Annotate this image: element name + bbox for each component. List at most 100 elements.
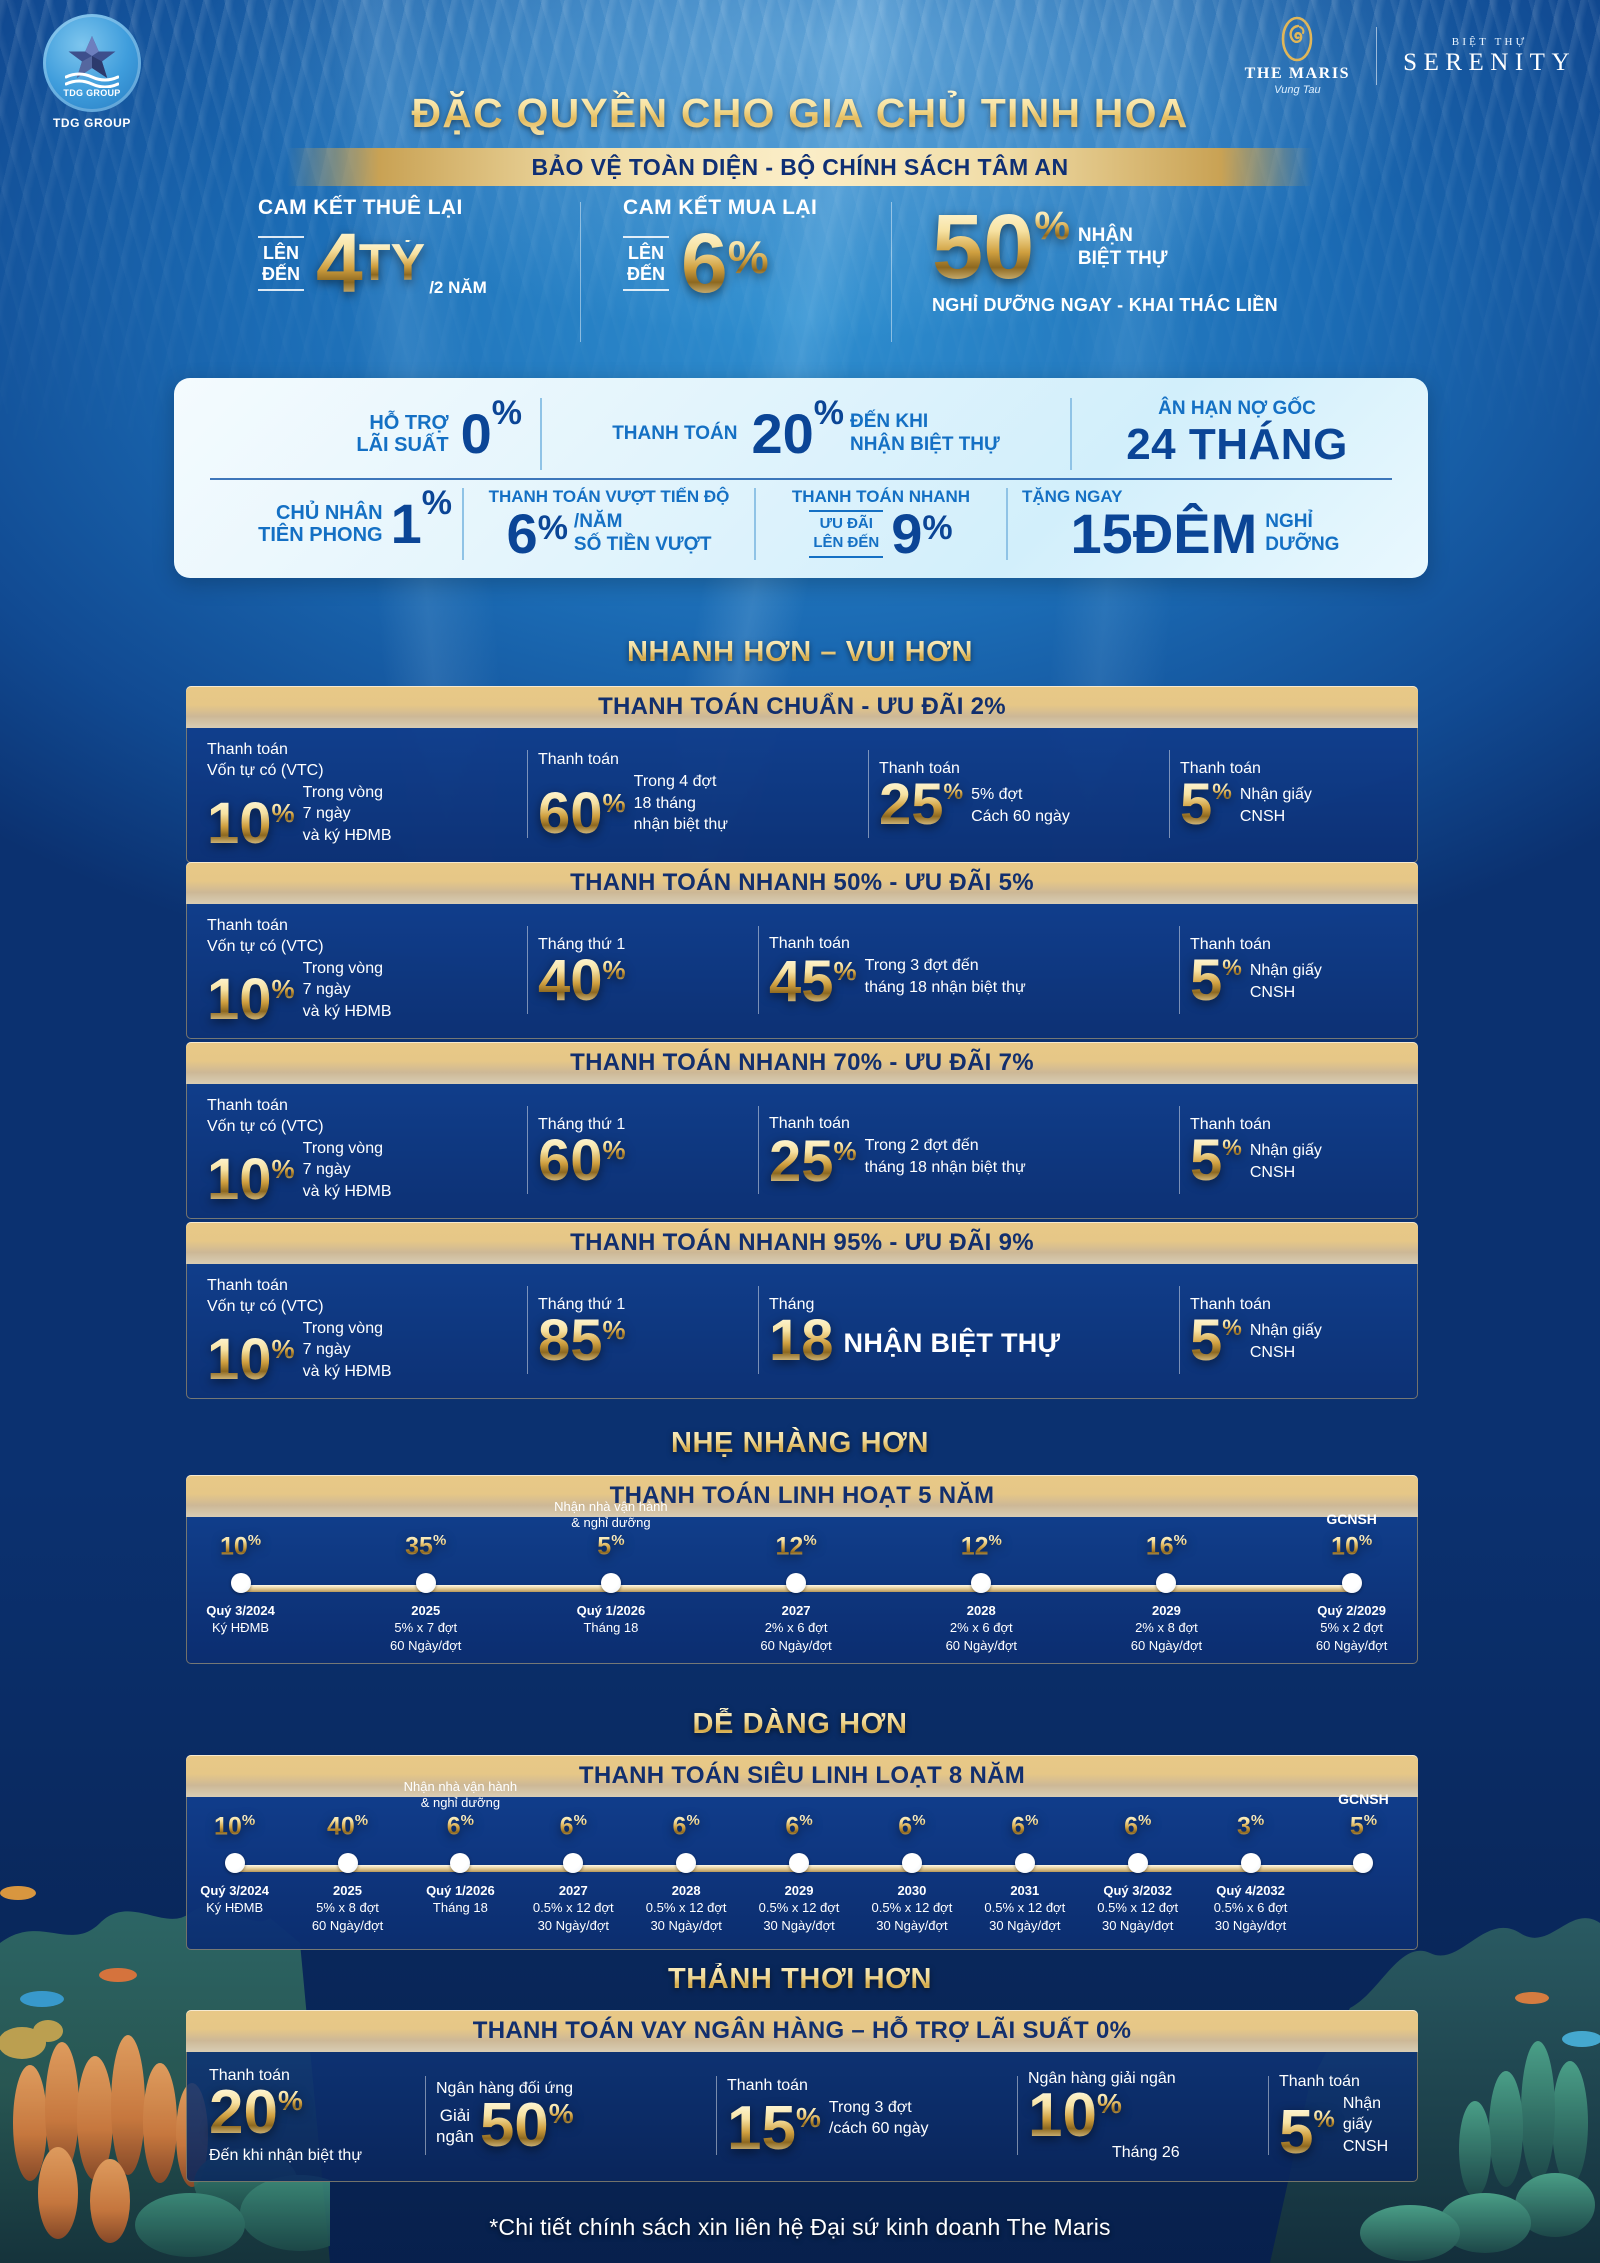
plan-standard-div-1	[527, 750, 528, 839]
timeline-point[interactable]: 6% 2028 0.5% x 12 đợt 30 Ngày/đợt	[611, 1813, 761, 1934]
timeline-point-dot[interactable]	[789, 1853, 810, 1874]
timeline-point[interactable]: 5%	[1288, 1813, 1438, 1882]
timeline-point[interactable]: 6% 2030 0.5% x 12 đợt 30 Ngày/đợt	[837, 1813, 987, 1934]
timeline-point[interactable]: 6% 2029 0.5% x 12 đợt 30 Ngày/đợt	[724, 1813, 874, 1934]
col-note: Trong vòng 7 ngày và ký HĐMB	[303, 782, 392, 847]
col-value-row: 5 % Nhận giấy CNSH	[1190, 1127, 1397, 1193]
hero-divider-1	[580, 202, 581, 342]
timeline-point[interactable]: 12% 2028 2% x 6 đợt 60 Ngày/đợt	[906, 1533, 1056, 1654]
the-maris-logo: THE MARIS Vung Tau	[1245, 16, 1351, 96]
timeline-point-dot[interactable]	[230, 1573, 251, 1594]
timeline-point[interactable]: 10% Quý 2/2029 5% x 2 đợt 60 Ngày/đợt	[1277, 1533, 1427, 1654]
timeline-point-dot[interactable]	[224, 1853, 245, 1874]
timeline-5-header: THANH TOÁN LINH HOẠT 5 NĂM	[186, 1475, 1418, 1517]
col-note-l1: 5% đợt	[971, 786, 1023, 804]
bank-col-4-top: Ngân hàng giải ngân	[1028, 2070, 1176, 2087]
timeline-point[interactable]: 40% 2025 5% x 8 đợt 60 Ngày/đợt	[273, 1813, 423, 1934]
timeline-8-body: 10% Quý 3/2024 Ký HĐMB 40% 2025 5% x 8 đợt 60 …	[186, 1779, 1418, 1950]
hero-rent-value-row: LÊN ĐẾN 4 TỶ /2 NĂM	[258, 221, 580, 305]
col-top-l2: Vốn tự có (VTC)	[207, 1297, 324, 1315]
plan-fast-95-div-3	[1179, 1286, 1180, 1375]
col-note-l3: và ký HĐMB	[302, 826, 392, 844]
col-unit: %	[271, 1334, 295, 1365]
timeline-point[interactable]: 10% Quý 3/2024 Ký HĐMB	[160, 1813, 310, 1917]
col-note-l2: CNSH	[1249, 1163, 1296, 1181]
timeline-point[interactable]: 6% Quý 3/2032 0.5% x 12 đợt 30 Ngày/đợt	[1063, 1813, 1213, 1934]
col-unit: %	[271, 974, 295, 1005]
timeline-point[interactable]: 16% 2029 2% x 8 đợt 60 Ngày/đợt	[1091, 1533, 1241, 1654]
serenity-kicker: BIỆT THỰ	[1451, 35, 1528, 48]
timeline-point-percent: 10%	[166, 1533, 316, 1559]
timeline-point-dot[interactable]	[901, 1853, 922, 1874]
bank-col-1-value-row: 20 %	[209, 2077, 415, 2147]
timeline-point-dot[interactable]	[1341, 1573, 1362, 1594]
timeline-point-dot[interactable]	[1353, 1853, 1374, 1874]
bank-col-4-footer: Tháng 26	[1112, 2144, 1180, 2162]
timeline-point-dot[interactable]	[600, 1573, 621, 1594]
plan-fast-50-title: THANH TOÁN NHANH 50% - ƯU ĐÃI 5%	[570, 869, 1034, 896]
timeline-point-dot[interactable]	[971, 1573, 992, 1594]
benefit-pioneer-value: 1	[390, 492, 422, 556]
benefit-pioneer: CHỦ NHÂN TIÊN PHONG 1 %	[200, 482, 462, 566]
timeline-point-caption: 2027 2% x 6 đợt 60 Ngày/đợt	[721, 1602, 871, 1653]
timeline-caption-l1: Quý 2/2029	[1317, 1603, 1386, 1619]
bank-col-2-top: Ngân hàng đối ứng	[436, 2080, 574, 2097]
timeline-point-caption: 2025 5% x 8 đợt 60 Ngày/đợt	[273, 1882, 423, 1933]
plan-fast-70-div-3	[1179, 1106, 1180, 1195]
bank-col-5-note: Nhận giấy CNSH	[1343, 2093, 1395, 2158]
timeline-point[interactable]: 12% 2027 2% x 6 đợt 60 Ngày/đợt	[721, 1533, 871, 1654]
timeline-point[interactable]: 6% Quý 1/2026 Tháng 18	[385, 1813, 535, 1917]
timeline-point[interactable]: 6% 2031 0.5% x 12 đợt 30 Ngày/đợt	[950, 1813, 1100, 1934]
timeline-caption-l3: 60 Ngày/đợt	[311, 1917, 384, 1933]
col-note: Trong vòng 7 ngày và ký HĐMB	[303, 1318, 392, 1383]
timeline-point-unit: %	[460, 1812, 475, 1829]
bank-col-1: Thanh toán 20 % Đến khi nhận biệt thự	[199, 2066, 425, 2165]
timeline-point-dot[interactable]	[1156, 1573, 1177, 1594]
timeline-caption-l2: 0.5% x 12 đợt	[532, 1900, 614, 1916]
timeline-point-dot[interactable]	[1127, 1853, 1148, 1874]
timeline-point[interactable]: 10% Quý 3/2024 Ký HĐMB	[166, 1533, 316, 1637]
benefit-payment-label: THANH TOÁN	[612, 422, 738, 444]
plan-standard: THANH TOÁN CHUẨN - ƯU ĐÃI 2% Thanh toán …	[186, 686, 1418, 864]
timeline-point-dot[interactable]	[450, 1853, 471, 1874]
bank-col-1-value: 20	[209, 2077, 278, 2147]
timeline-point-dot[interactable]	[1240, 1853, 1261, 1874]
timeline-point-unit: %	[799, 1812, 813, 1829]
timeline-point-caption: 2030 0.5% x 12 đợt 30 Ngày/đợt	[837, 1882, 987, 1933]
col-unit: %	[1222, 1315, 1242, 1341]
timeline-point[interactable]: 6% 2027 0.5% x 12 đợt 30 Ngày/đợt	[498, 1813, 648, 1934]
bank-col-4-value: 10	[1028, 2080, 1097, 2150]
benefit-early-note-l1: /NĂM	[573, 511, 623, 532]
bank-col-4-unit: %	[1096, 2088, 1122, 2120]
plan-standard-body: Thanh toán Vốn tự có (VTC) 10 % Trong vò…	[186, 728, 1418, 864]
timeline-point[interactable]: 3% Quý 4/2032 0.5% x 6 đợt 30 Ngày/đợt	[1176, 1813, 1326, 1934]
col-top-l1: Tháng thứ 1	[538, 936, 626, 954]
timeline-point-dot[interactable]	[415, 1573, 436, 1594]
timeline-point-dot[interactable]	[1014, 1853, 1035, 1874]
timeline-point[interactable]: 5% Quý 1/2026 Tháng 18	[536, 1533, 686, 1637]
plan-fast-50-col-2: Tháng thứ 1 40 %	[528, 916, 758, 1024]
timeline-point[interactable]: 35% 2025 5% x 7 đợt 60 Ngày/đợt	[351, 1533, 501, 1654]
bank-col-3: Thanh toán 15 % Trong 3 đợt /cách 60 ngà…	[717, 2066, 1017, 2165]
plan-fast-50-div-3	[1179, 926, 1180, 1015]
tdg-badge-text: TDG GROUP	[43, 88, 141, 98]
timeline-point-unit: %	[1025, 1812, 1039, 1829]
timeline-point-percent: 6%	[1063, 1813, 1213, 1839]
benefit-early-label: THANH TOÁN VƯỢT TIẾN ĐỘ	[488, 487, 730, 507]
timeline-point-percent: 5%	[1288, 1813, 1438, 1839]
timeline-point-dot[interactable]	[676, 1853, 697, 1874]
timeline-point-dot[interactable]	[337, 1853, 358, 1874]
benefits-divider-2a	[462, 488, 464, 560]
col-note-l2: 7 ngày	[302, 981, 351, 999]
timeline-point-dot[interactable]	[786, 1573, 807, 1594]
plan-fast-50-col-1: Thanh toán Vốn tự có (VTC) 10 % Trong vò…	[197, 916, 527, 1029]
timeline-5-track: 10% Quý 3/2024 Ký HĐMB 35% 2025 5% x 7 đợt 60 …	[206, 1499, 1393, 1653]
timeline-caption-l1: 2028	[966, 1603, 996, 1619]
timeline-point-percent: 5%	[536, 1533, 686, 1559]
hero-buyback-prefix: LÊN ĐẾN	[623, 236, 670, 292]
star-icon	[68, 36, 116, 78]
col-value: 5	[1190, 1127, 1223, 1193]
col-note-l3: và ký HĐMB	[302, 1362, 392, 1380]
timeline-point-dot[interactable]	[563, 1853, 584, 1874]
bank-col-2-side: Giải ngân	[436, 2105, 474, 2148]
